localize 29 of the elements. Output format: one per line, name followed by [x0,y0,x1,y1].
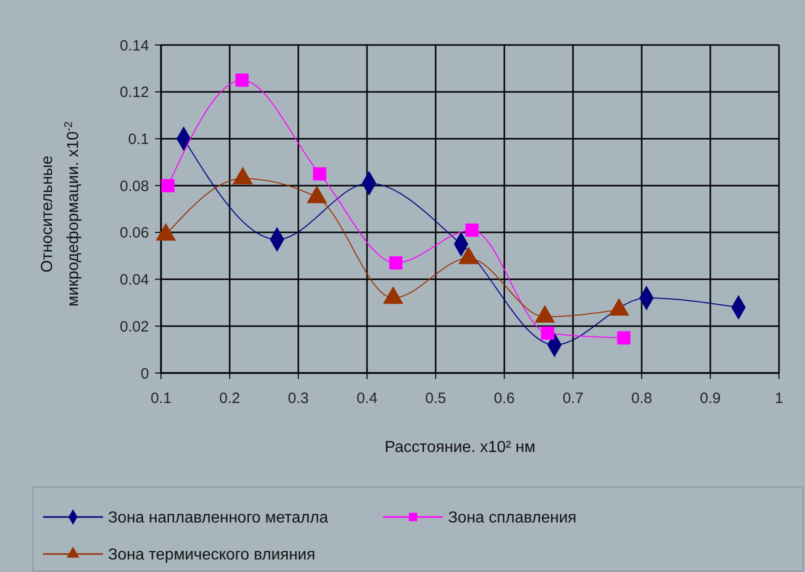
x-tick-label: 0.2 [219,390,240,407]
y-tick-label: 0.06 [120,224,149,242]
point [540,326,554,340]
y-tick-label: 0 [140,365,149,382]
x-tick-label: 0.5 [425,390,446,407]
x-tick-label: 0.4 [356,390,378,407]
y-tick-label: 0.14 [120,37,149,54]
legend-label: Зона сплавления [448,510,576,527]
legend-label: Зона наплавленного металла [108,510,328,527]
point [617,331,630,344]
y-tick-label: 0.04 [120,272,149,289]
x-tick-label: 1 [774,390,784,407]
x-axis-title: Расстояние. x10² нм [384,439,536,456]
x-tick-label: 0.8 [631,390,652,407]
point [389,256,402,270]
y-tick-label: 0.02 [120,318,149,336]
point [235,74,249,87]
point [465,223,479,237]
x-tick-label: 0.1 [150,390,172,407]
x-tick-label: 0.3 [288,390,309,407]
point [161,178,174,192]
x-tick-label: 0.6 [494,390,515,407]
y-tick-label: 0.1 [128,130,149,148]
x-tick-label: 0.9 [700,390,721,407]
y-tick-label: 0.12 [120,84,149,102]
y-tick-label: 0.08 [120,178,149,195]
legend-label: Зона термического влияния [108,546,316,564]
point [312,167,326,180]
x-tick-label: 0.7 [562,390,584,407]
